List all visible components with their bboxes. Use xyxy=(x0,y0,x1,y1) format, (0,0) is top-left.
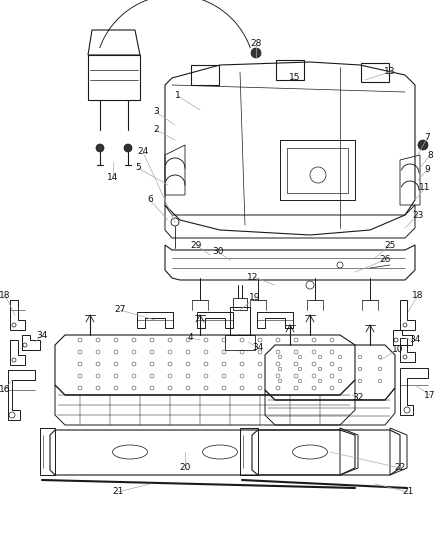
Text: 18: 18 xyxy=(412,290,424,300)
Circle shape xyxy=(418,140,428,150)
Text: 26: 26 xyxy=(379,255,391,264)
Text: 18: 18 xyxy=(0,290,11,300)
Text: 34: 34 xyxy=(410,335,420,344)
Text: 34: 34 xyxy=(252,343,264,352)
Text: 20: 20 xyxy=(179,464,191,472)
Text: 30: 30 xyxy=(212,247,224,256)
Circle shape xyxy=(96,144,104,152)
Text: 5: 5 xyxy=(135,164,141,173)
Text: 4: 4 xyxy=(187,334,193,343)
Text: 8: 8 xyxy=(427,150,433,159)
Text: 15: 15 xyxy=(289,74,301,83)
Text: 19: 19 xyxy=(249,294,261,303)
Text: 32: 32 xyxy=(352,393,364,402)
Text: 16: 16 xyxy=(0,385,11,394)
Text: 23: 23 xyxy=(412,211,424,220)
Text: 6: 6 xyxy=(147,196,153,205)
Text: 25: 25 xyxy=(384,240,396,249)
Text: 13: 13 xyxy=(384,68,396,77)
Text: 22: 22 xyxy=(394,464,406,472)
Text: 14: 14 xyxy=(107,174,119,182)
Text: 24: 24 xyxy=(138,148,148,157)
Text: 34: 34 xyxy=(36,330,48,340)
Text: 12: 12 xyxy=(247,272,259,281)
Text: 21: 21 xyxy=(112,488,124,497)
Text: 28: 28 xyxy=(250,38,261,47)
Text: 11: 11 xyxy=(419,183,431,192)
Circle shape xyxy=(124,144,132,152)
Text: 17: 17 xyxy=(424,391,436,400)
Text: 29: 29 xyxy=(191,240,201,249)
Text: 1: 1 xyxy=(175,92,181,101)
Text: 21: 21 xyxy=(403,488,413,497)
Text: 27: 27 xyxy=(114,305,126,314)
Text: 2: 2 xyxy=(153,125,159,134)
Circle shape xyxy=(251,48,261,58)
Text: 7: 7 xyxy=(424,133,430,142)
Text: 3: 3 xyxy=(153,108,159,117)
Text: 10: 10 xyxy=(392,345,404,354)
Text: 9: 9 xyxy=(424,166,430,174)
